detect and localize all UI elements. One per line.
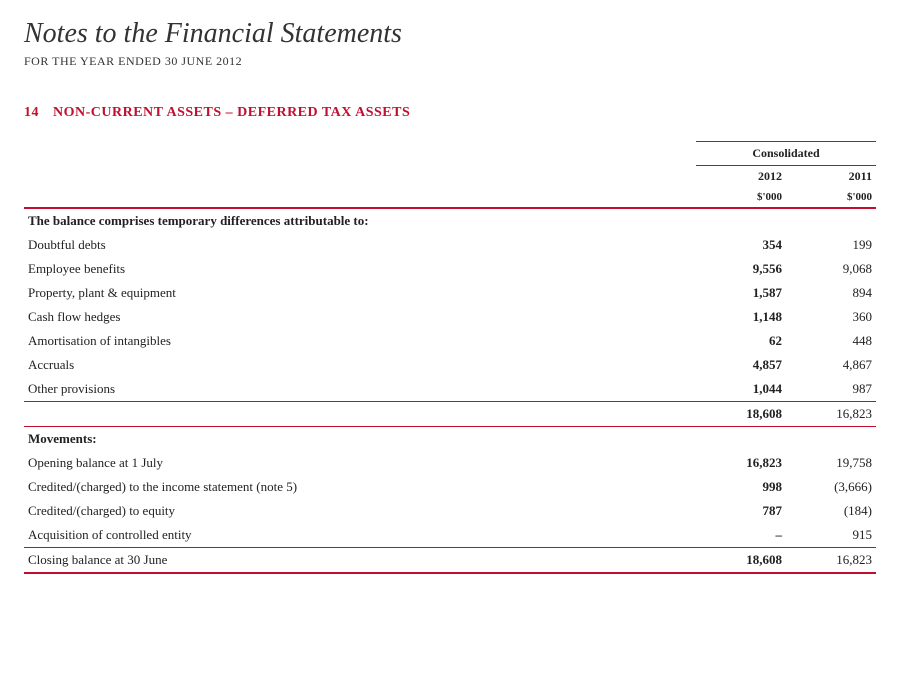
row-value-prior: 19,758 <box>786 451 876 475</box>
row-value-prior: (3,666) <box>786 475 876 499</box>
row-value-current: 1,587 <box>696 281 786 305</box>
table-row: Closing balance at 30 June18,60816,823 <box>24 548 876 574</box>
row-value-prior: 16,823 <box>786 402 876 427</box>
row-value-current: 18,608 <box>696 548 786 574</box>
row-label: Employee benefits <box>24 257 696 281</box>
row-value-current: 18,608 <box>696 402 786 427</box>
row-value-prior: 16,823 <box>786 548 876 574</box>
section-label: The balance comprises temporary differen… <box>24 208 876 233</box>
row-value-current: 16,823 <box>696 451 786 475</box>
section-title: NON-CURRENT ASSETS – DEFERRED TAX ASSETS <box>53 105 410 120</box>
column-unit-prior: $'000 <box>786 187 876 208</box>
row-label <box>24 402 696 427</box>
row-label: Acquisition of controlled entity <box>24 523 696 548</box>
table-row: Employee benefits9,5569,068 <box>24 257 876 281</box>
section-heading: 14 NON-CURRENT ASSETS – DEFERRED TAX ASS… <box>24 105 876 121</box>
header-spacer <box>24 142 696 166</box>
row-label: Closing balance at 30 June <box>24 548 696 574</box>
page-title: Notes to the Financial Statements <box>24 18 876 50</box>
column-unit-current: $'000 <box>696 187 786 208</box>
row-label: Credited/(charged) to equity <box>24 499 696 523</box>
table-row: Other provisions1,044987 <box>24 377 876 402</box>
table-row: Acquisition of controlled entity–915 <box>24 523 876 548</box>
row-value-current: – <box>696 523 786 548</box>
header-spacer <box>24 166 696 188</box>
row-label: Accruals <box>24 353 696 377</box>
row-value-prior: 448 <box>786 329 876 353</box>
table-row: Opening balance at 1 July16,82319,758 <box>24 451 876 475</box>
row-value-prior: 360 <box>786 305 876 329</box>
header-spacer <box>24 187 696 208</box>
section-number: 14 <box>24 105 39 120</box>
row-value-current: 354 <box>696 233 786 257</box>
row-value-prior: (184) <box>786 499 876 523</box>
table-row: 18,60816,823 <box>24 402 876 427</box>
table-section-header: Movements: <box>24 427 876 452</box>
table-row: Credited/(charged) to the income stateme… <box>24 475 876 499</box>
row-label: Opening balance at 1 July <box>24 451 696 475</box>
row-value-current: 1,044 <box>696 377 786 402</box>
table-row: Cash flow hedges1,148360 <box>24 305 876 329</box>
row-value-current: 787 <box>696 499 786 523</box>
table-section-header: The balance comprises temporary differen… <box>24 208 876 233</box>
row-value-prior: 894 <box>786 281 876 305</box>
row-label: Other provisions <box>24 377 696 402</box>
row-value-prior: 199 <box>786 233 876 257</box>
row-value-prior: 987 <box>786 377 876 402</box>
row-label: Credited/(charged) to the income stateme… <box>24 475 696 499</box>
row-value-current: 9,556 <box>696 257 786 281</box>
column-group-header: Consolidated <box>696 142 876 166</box>
row-value-prior: 9,068 <box>786 257 876 281</box>
deferred-tax-table: Consolidated 2012 2011 $'000 $'000 The b… <box>24 141 876 574</box>
table-body: The balance comprises temporary differen… <box>24 208 876 573</box>
row-label: Cash flow hedges <box>24 305 696 329</box>
table-row: Accruals4,8574,867 <box>24 353 876 377</box>
table-row: Credited/(charged) to equity787(184) <box>24 499 876 523</box>
column-year-current: 2012 <box>696 166 786 188</box>
row-value-current: 1,148 <box>696 305 786 329</box>
row-label: Doubtful debts <box>24 233 696 257</box>
row-value-prior: 4,867 <box>786 353 876 377</box>
row-label: Property, plant & equipment <box>24 281 696 305</box>
column-year-prior: 2011 <box>786 166 876 188</box>
row-label: Amortisation of intangibles <box>24 329 696 353</box>
table-row: Amortisation of intangibles62448 <box>24 329 876 353</box>
row-value-current: 998 <box>696 475 786 499</box>
row-value-current: 62 <box>696 329 786 353</box>
table-row: Property, plant & equipment1,587894 <box>24 281 876 305</box>
row-value-current: 4,857 <box>696 353 786 377</box>
table-row: Doubtful debts354199 <box>24 233 876 257</box>
row-value-prior: 915 <box>786 523 876 548</box>
page-subtitle: FOR THE YEAR ENDED 30 JUNE 2012 <box>24 54 876 69</box>
section-label: Movements: <box>24 427 876 452</box>
